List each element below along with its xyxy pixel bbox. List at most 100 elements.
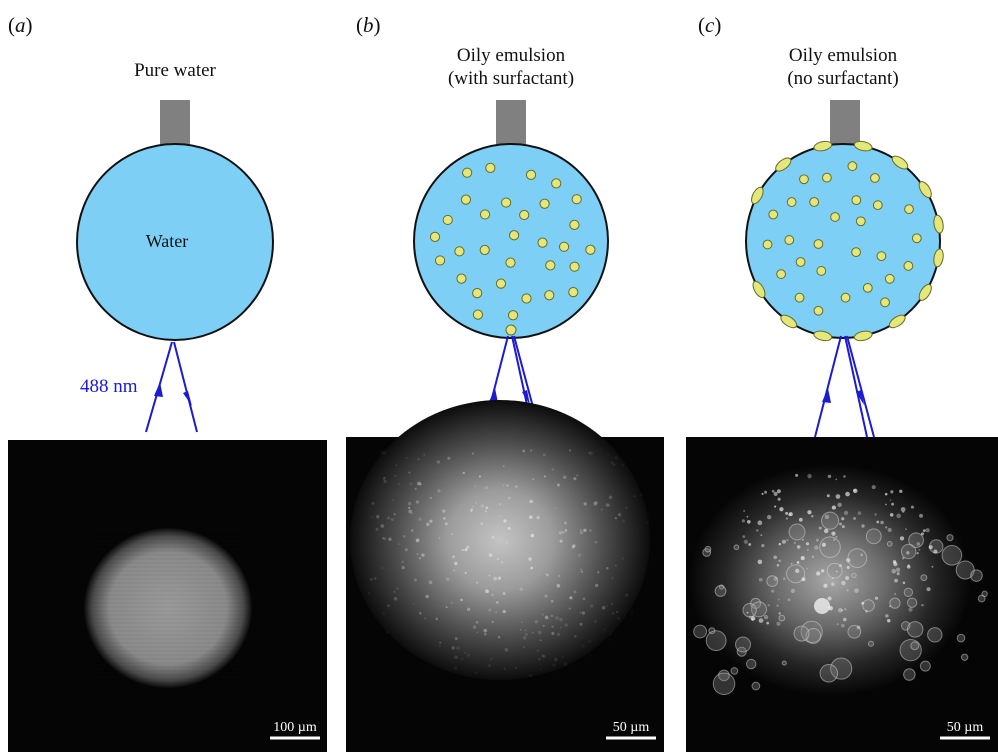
emulsion-drop-b [413, 143, 609, 339]
interface-oil-droplet [933, 248, 944, 268]
oil-droplet [569, 261, 580, 272]
oil-droplet [544, 290, 555, 301]
oil-droplet [479, 244, 490, 256]
panel-title-a: Pure water [134, 60, 216, 81]
oil-droplet [454, 246, 465, 257]
interface-oil-droplet [918, 283, 932, 301]
oil-droplet [429, 231, 441, 243]
oil-droplet [551, 178, 562, 189]
oil-droplet [830, 212, 840, 222]
panel-label-a: (a) [8, 13, 33, 37]
oil-droplet [519, 209, 530, 221]
oil-droplet [776, 269, 787, 279]
oil-droplet [795, 257, 806, 267]
oil-droplet [501, 197, 512, 208]
oil-droplet [794, 292, 805, 303]
oil-droplet [809, 197, 820, 207]
oil-droplet [911, 233, 922, 244]
laser-arrow-up-a [154, 382, 163, 397]
oil-droplet [784, 235, 795, 245]
panel-title-b-line2: (with surfactant) [448, 68, 574, 89]
oil-droplet [799, 174, 809, 185]
oil-droplet [768, 209, 779, 220]
oil-droplet [585, 244, 596, 255]
oil-droplet [821, 172, 832, 183]
oil-droplet [903, 261, 914, 271]
oil-droplet [904, 204, 914, 215]
oil-droplet [505, 257, 516, 268]
scalebar-label-c: 50 µm [947, 720, 984, 735]
oil-droplet [816, 266, 827, 276]
oil-droplet [472, 309, 484, 320]
interface-oil-droplet [918, 181, 932, 199]
oil-droplet [485, 162, 496, 174]
fluorescence-spot-c [690, 465, 970, 695]
oil-droplet [525, 169, 537, 180]
fluorescence-spot-b [350, 400, 650, 680]
laser-wavelength-label: 488 nm [80, 376, 138, 397]
oil-droplet [495, 278, 507, 289]
interface-oil-droplet [853, 330, 873, 342]
laser-in-c [814, 335, 842, 438]
fluorescence-spot-a [84, 528, 252, 688]
interface-oil-droplet [891, 155, 909, 170]
panel-label-b: (b) [356, 13, 381, 37]
oil-droplet [456, 273, 467, 284]
oil-droplet [762, 239, 773, 250]
interface-oil-droplet [888, 314, 906, 329]
micrograph-c: 50 µm [686, 437, 998, 752]
oil-droplet [876, 251, 887, 262]
oil-droplets-dispersed [429, 162, 596, 336]
water-drop-a [76, 143, 274, 341]
oil-droplet [872, 200, 883, 211]
laser-arrow-up-b [489, 388, 498, 403]
oil-droplet [558, 241, 570, 252]
interface-oil-droplet [813, 330, 833, 342]
panel-title-b-line1: Oily emulsion [457, 45, 566, 66]
oil-droplets-at-interface [751, 140, 944, 342]
scalebar-label-b: 50 µm [613, 720, 650, 735]
emulsion-no-surfactant-diagram [745, 100, 944, 438]
panel-label-c: (c) [698, 13, 721, 37]
laser-arrow-down-b [522, 390, 530, 405]
oil-droplet [479, 209, 491, 220]
oil-droplet [462, 167, 473, 178]
oil-droplet [855, 216, 866, 227]
oil-droplet [539, 198, 550, 209]
oil-droplet [813, 305, 824, 316]
laser-arrow-down-a [183, 391, 192, 406]
oil-droplet [545, 260, 556, 271]
oil-droplet [569, 219, 580, 231]
pure-water-drop-diagram: Water 488 nm [76, 100, 274, 433]
oil-droplet [571, 194, 582, 205]
laser-out-c2 [846, 335, 875, 438]
oil-droplet [472, 288, 483, 299]
interface-oil-droplet [780, 314, 798, 329]
oil-droplet [442, 214, 453, 226]
oil-droplet [507, 310, 519, 321]
nozzle-c [830, 100, 860, 150]
oil-droplet [460, 194, 472, 205]
oil-droplet [508, 230, 520, 241]
oil-droplet [840, 292, 851, 303]
oil-droplet [521, 293, 532, 304]
oil-droplet [568, 287, 579, 298]
laser-arrow-down-c [856, 390, 864, 405]
micrograph-a: 100 µm [8, 440, 327, 752]
stripe-texture-a [92, 534, 246, 684]
oil-droplet [786, 197, 797, 207]
emulsion-with-surfactant-diagram [413, 100, 609, 438]
oil-droplet [851, 247, 861, 258]
speckle-texture-b [367, 449, 639, 678]
interface-oil-droplet [853, 140, 873, 152]
interface-oil-droplet [813, 140, 833, 152]
water-label: Water [146, 231, 189, 251]
oil-droplet [884, 273, 895, 284]
micrograph-b: 50 µm [346, 400, 664, 752]
oil-droplet-texture-c [693, 473, 988, 696]
oil-droplet [880, 297, 890, 308]
interface-oil-droplet [751, 186, 764, 205]
panel-title-c-line1: Oily emulsion [789, 45, 898, 66]
panel-title-c-line2: (no surfactant) [787, 68, 898, 89]
